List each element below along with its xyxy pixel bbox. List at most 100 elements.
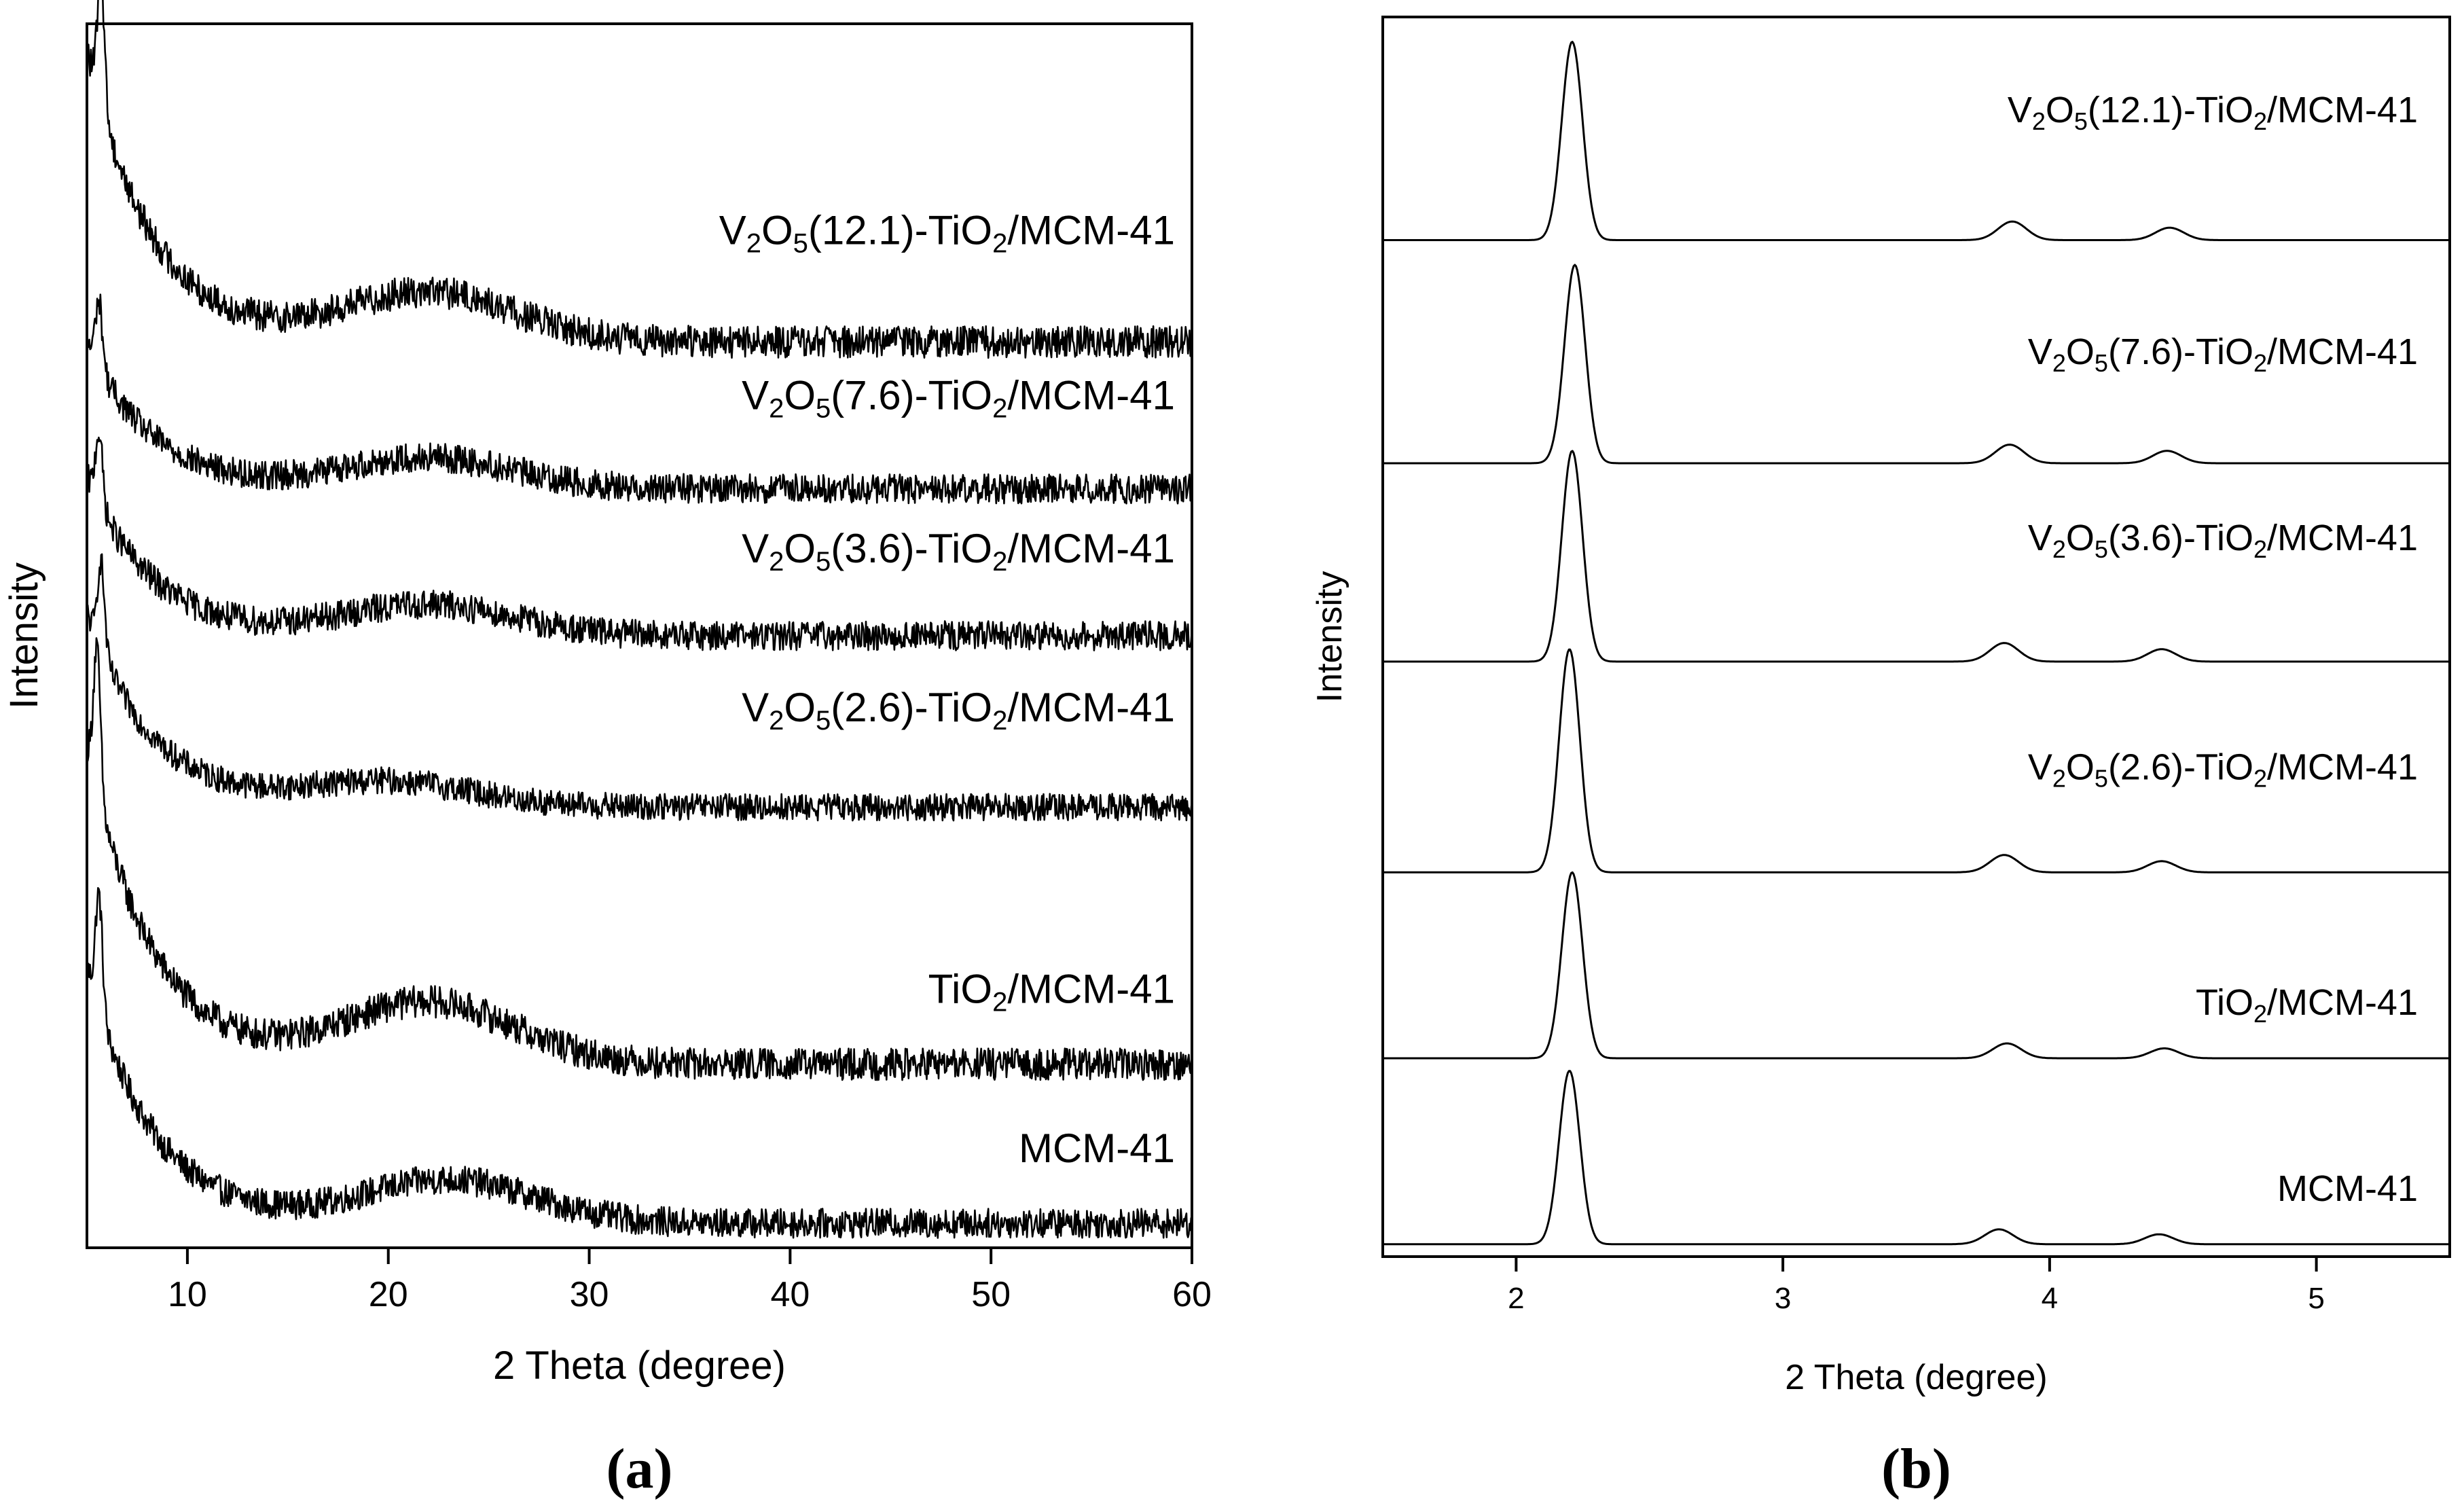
series-label: TiO2/MCM-41 — [928, 967, 1175, 1018]
label-text: /MCM-41 — [2267, 982, 2418, 1023]
plot-frame — [1381, 16, 2451, 1258]
label-text: O — [2066, 746, 2095, 787]
x-axis-label: 2 Theta (degree) — [493, 1344, 786, 1388]
series-line-MCM-41 — [86, 887, 1193, 1239]
subscript: 5 — [2074, 107, 2088, 135]
x-tick-label: 3 — [1775, 1282, 1791, 1315]
label-text: /MCM-41 — [2267, 90, 2418, 130]
subscript: 2 — [992, 394, 1007, 424]
subscript: 5 — [2095, 535, 2108, 563]
chart-panel-a: 10 20 30 40 50 60 2 Theta (degree) Intensity (a)… — [2, 0, 1212, 1500]
series-line-V2O5(3.6)-TiO2/MCM-41 — [86, 436, 1193, 651]
subscript: 2 — [2253, 349, 2267, 377]
subscript: 2 — [2032, 107, 2046, 135]
subscript: 2 — [2253, 1000, 2267, 1028]
label-text: (12.1)-TiO — [808, 207, 992, 253]
x-tick-label: 60 — [1172, 1275, 1212, 1314]
series-line-V2O5(7.6)-TiO2/MCM-41 — [86, 293, 1193, 505]
label-text: /MCM-41 — [1007, 967, 1175, 1012]
subscript: 2 — [2052, 764, 2066, 792]
label-text: O — [2066, 518, 2095, 558]
x-tick-label: 30 — [570, 1275, 609, 1314]
series-line-V2O5(12.1)-TiO2/MCM-41 — [86, 0, 1193, 359]
series-label: V2O5(3.6)-TiO2/MCM-41 — [2028, 518, 2418, 563]
series-line-TiO2/MCM-41 — [86, 637, 1193, 1081]
subscript: 2 — [746, 228, 761, 258]
series-label: MCM-41 — [1019, 1126, 1175, 1171]
label-text: (7.6)-TiO — [831, 373, 992, 418]
y-axis-label: Intensity — [2, 562, 46, 709]
series-label: V2O5(12.1)-TiO2/MCM-41 — [2008, 90, 2418, 135]
x-tick-label: 40 — [770, 1275, 810, 1314]
subscript: 2 — [2052, 349, 2066, 377]
subscript: 2 — [2253, 535, 2267, 563]
label-text: V — [2028, 746, 2052, 787]
label-text: O — [761, 207, 793, 253]
subscript: 5 — [816, 706, 831, 736]
label-text: /MCM-41 — [1007, 373, 1175, 418]
series-label: MCM-41 — [2277, 1168, 2418, 1209]
series-label: V2O5(7.6)-TiO2/MCM-41 — [2028, 331, 2418, 377]
series-line-V2O5(7.6)-TiO2/MCM-41 — [1383, 264, 2450, 465]
series-label: V2O5(2.6)-TiO2/MCM-41 — [742, 685, 1175, 736]
series-label: V2O5(7.6)-TiO2/MCM-41 — [742, 373, 1175, 424]
label-text: (12.1)-TiO — [2088, 90, 2253, 130]
subscript: 2 — [992, 988, 1007, 1018]
label-text: /MCM-41 — [2267, 746, 2418, 787]
series-label: V2O5(2.6)-TiO2/MCM-41 — [2028, 746, 2418, 792]
label-text: O — [2046, 90, 2074, 130]
label-text: V — [2028, 331, 2052, 372]
label-text: (3.6)-TiO — [831, 526, 992, 571]
label-text: V — [2028, 518, 2052, 558]
label-text: /MCM-41 — [1007, 685, 1175, 730]
subscript: 2 — [2253, 107, 2267, 135]
label-text: (7.6)-TiO — [2108, 331, 2253, 372]
subscript: 2 — [769, 706, 784, 736]
label-text: (3.6)-TiO — [2108, 518, 2253, 558]
series-line-V2O5(12.1)-TiO2/MCM-41 — [1383, 41, 2450, 241]
x-tick-label: 50 — [971, 1275, 1011, 1314]
series-label: V2O5(3.6)-TiO2/MCM-41 — [742, 526, 1175, 577]
label-text: V — [2008, 90, 2032, 130]
label-text: (2.6)-TiO — [2108, 746, 2253, 787]
subscript: 2 — [2253, 764, 2267, 792]
x-tick-label: 20 — [369, 1275, 408, 1314]
subscript: 2 — [769, 394, 784, 424]
x-tick-label: 10 — [168, 1275, 207, 1314]
label-text: V — [742, 526, 769, 571]
chart-panel-b: 2 3 4 5 2 Theta (degree) Intensity (b) MCM-41 Ti… — [1310, 16, 2451, 1500]
series-line-V2O5(2.6)-TiO2/MCM-41 — [1383, 648, 2450, 874]
x-tick-label: 2 — [1508, 1282, 1524, 1315]
series-line-V2O5(3.6)-TiO2/MCM-41 — [1383, 450, 2450, 663]
subscript: 5 — [816, 394, 831, 424]
panel-label: (a) — [606, 1437, 673, 1500]
subscript: 5 — [2095, 764, 2108, 792]
subscript: 2 — [992, 228, 1007, 258]
label-text: /MCM-41 — [1007, 207, 1175, 253]
label-text: TiO — [928, 967, 992, 1012]
series-line-TiO2/MCM-41 — [1383, 871, 2450, 1060]
label-text: TiO — [2196, 982, 2253, 1023]
label-text: /MCM-41 — [1007, 526, 1175, 571]
label-text: /MCM-41 — [2267, 518, 2418, 558]
label-text: O — [784, 685, 816, 730]
label-text: O — [2066, 331, 2095, 372]
subscript: 2 — [992, 706, 1007, 736]
series-label: V2O5(12.1)-TiO2/MCM-41 — [719, 207, 1175, 258]
label-text: O — [784, 373, 816, 418]
subscript: 2 — [2052, 535, 2066, 563]
label-text: (2.6)-TiO — [831, 685, 992, 730]
subscript: 2 — [992, 547, 1007, 577]
label-text: O — [784, 526, 816, 571]
x-tick-label: 4 — [2042, 1282, 2058, 1315]
subscript: 5 — [816, 547, 831, 577]
label-text: V — [719, 207, 746, 253]
y-axis-label: Intensity — [1310, 571, 1349, 703]
label-text: V — [742, 373, 769, 418]
subscript: 5 — [793, 228, 808, 258]
series-line-MCM-41 — [1383, 1070, 2450, 1246]
panel-label: (b) — [1881, 1437, 1951, 1500]
label-text: V — [742, 685, 769, 730]
